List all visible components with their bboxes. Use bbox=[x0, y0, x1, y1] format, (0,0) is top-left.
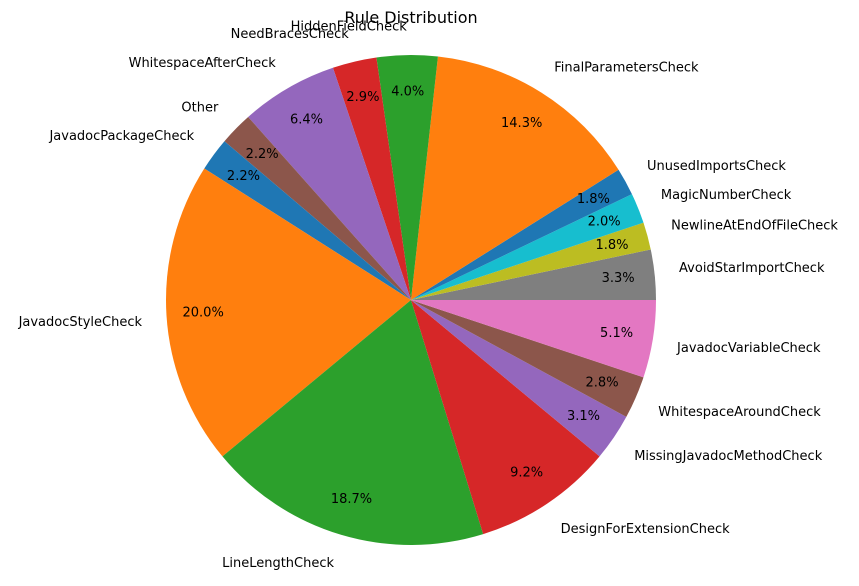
slice-label-whitespacearoundcheck: WhitespaceAroundCheck bbox=[658, 405, 821, 420]
pie-slice-unusedimportscheck bbox=[411, 169, 632, 300]
slice-percent-newlineatendoffilecheck: 1.8% bbox=[595, 238, 628, 253]
slice-label-avoidstarimportcheck: AvoidStarImportCheck bbox=[679, 261, 825, 276]
pie-slice-newlineatendoffilecheck bbox=[411, 222, 651, 300]
pie-slice-javadocstylecheck bbox=[165, 168, 411, 457]
pie-slice-javadocvariablecheck bbox=[411, 300, 656, 378]
pie-labels: AvoidStarImportCheck NewlineAtEndOfFileCh… bbox=[18, 20, 839, 572]
pie-slice-hiddenfieldcheck bbox=[376, 55, 438, 300]
slice-label-magicnumbercheck: MagicNumberCheck bbox=[661, 188, 792, 203]
slice-percent-javadocpackagecheck: 2.2% bbox=[227, 169, 260, 184]
slice-percent-finalparameterscheck: 14.3% bbox=[501, 116, 542, 131]
slice-percent-avoidstarimportcheck: 3.3% bbox=[602, 271, 635, 286]
slice-label-missingjavadocmethodcheck: MissingJavadocMethodCheck bbox=[634, 449, 823, 464]
pie-slice-avoidstarimportcheck bbox=[411, 249, 656, 300]
slice-label-javadocvariablecheck: JavadocVariableCheck bbox=[676, 341, 821, 356]
slice-percent-designforextensioncheck: 9.2% bbox=[510, 466, 543, 481]
slice-percent-hiddenfieldcheck: 4.0% bbox=[391, 84, 424, 99]
slice-percent-other: 2.2% bbox=[246, 147, 279, 162]
pie-slice-whitespaceaftercheck bbox=[248, 67, 411, 301]
slice-label-hiddenfieldcheck: HiddenFieldCheck bbox=[291, 20, 408, 35]
pie-slice-other bbox=[224, 116, 411, 300]
slice-label-newlineatendoffilecheck: NewlineAtEndOfFileCheck bbox=[671, 219, 838, 234]
slice-label-finalparameterscheck: FinalParametersCheck bbox=[554, 61, 699, 76]
chart-title: Rule Distribution bbox=[344, 8, 477, 27]
slice-percent-needbracescheck: 2.9% bbox=[346, 90, 379, 105]
slice-label-javadocstylecheck: JavadocStyleCheck bbox=[18, 315, 143, 330]
pie-slice-missingjavadocmethodcheck bbox=[411, 300, 627, 457]
pie-slice-magicnumbercheck bbox=[411, 194, 644, 300]
pie-slice-linelengthcheck bbox=[222, 300, 484, 545]
slice-percent-missingjavadocmethodcheck: 3.1% bbox=[567, 409, 600, 424]
pie-percent-labels: 3.3% 1.8% 2.0% 1.8% 14.3% 4.0% 2.9% 6.4% 2.2% 2.2… bbox=[183, 84, 635, 507]
slice-label-other: Other bbox=[181, 101, 219, 116]
slice-label-whitespaceaftercheck: WhitespaceAfterCheck bbox=[129, 56, 277, 71]
pie-slice-finalparameterscheck bbox=[411, 56, 619, 300]
slice-percent-whitespaceaftercheck: 6.4% bbox=[290, 112, 323, 127]
pie-slice-designforextensioncheck bbox=[411, 300, 600, 535]
slice-label-unusedimportscheck: UnusedImportsCheck bbox=[647, 159, 786, 174]
pie-slice-javadocpackagecheck bbox=[204, 141, 411, 300]
slice-percent-magicnumbercheck: 2.0% bbox=[588, 214, 621, 229]
pie-slices bbox=[165, 55, 656, 545]
pie-slice-needbracescheck bbox=[332, 57, 411, 300]
slice-percent-javadocvariablecheck: 5.1% bbox=[600, 326, 633, 341]
slice-percent-unusedimportscheck: 1.8% bbox=[577, 192, 610, 207]
slice-label-designforextensioncheck: DesignForExtensionCheck bbox=[561, 522, 730, 537]
slice-label-needbracescheck: NeedBracesCheck bbox=[231, 27, 350, 42]
slice-label-linelengthcheck: LineLengthCheck bbox=[222, 556, 334, 571]
slice-percent-linelengthcheck: 18.7% bbox=[331, 492, 372, 507]
slice-percent-javadocstylecheck: 20.0% bbox=[183, 306, 224, 321]
slice-percent-whitespacearoundcheck: 2.8% bbox=[586, 375, 619, 390]
slice-label-javadocpackagecheck: JavadocPackageCheck bbox=[48, 129, 194, 144]
pie-slice-whitespacearoundcheck bbox=[411, 300, 644, 417]
